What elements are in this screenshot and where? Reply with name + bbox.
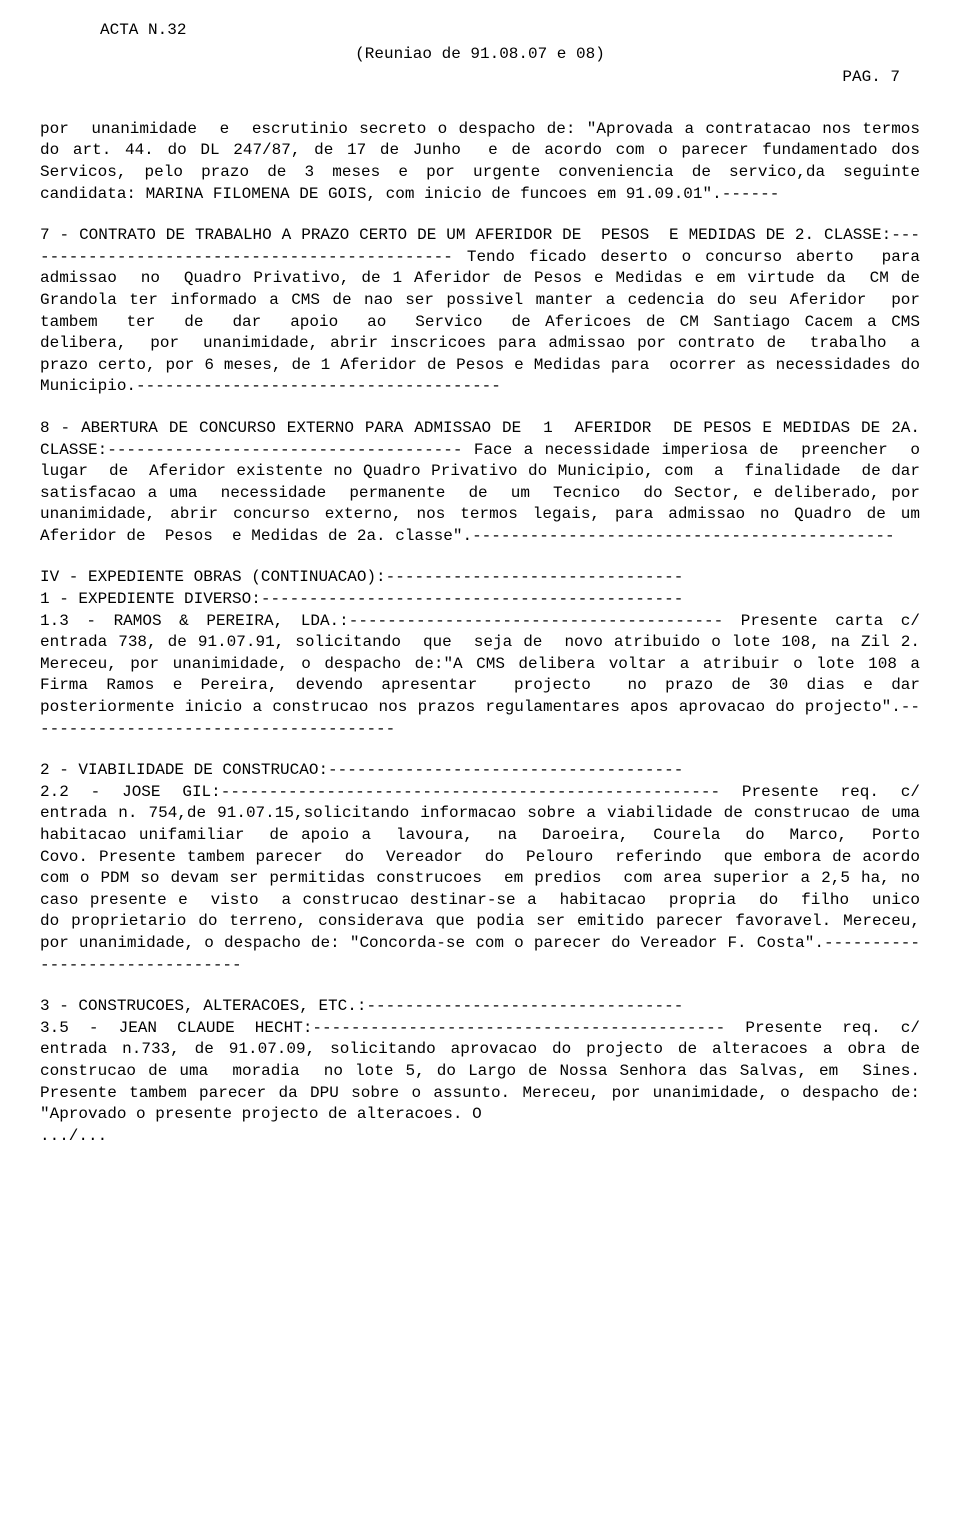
paragraph-item-7: 7 - CONTRATO DE TRABALHO A PRAZO CERTO D… <box>40 225 920 398</box>
meeting-date: (Reuniao de 91.08.07 e 08) <box>40 44 920 66</box>
paragraph-item-8: 8 - ABERTURA DE CONCURSO EXTERNO PARA AD… <box>40 418 920 548</box>
paragraph-intro: por unanimidade e escrutinio secreto o d… <box>40 119 920 205</box>
paragraph-section-iv: IV - EXPEDIENTE OBRAS (CONTINUACAO):----… <box>40 567 920 740</box>
page-number: PAG. 7 <box>40 67 920 89</box>
paragraph-item-3: 3 - CONSTRUCOES, ALTERACOES, ETC.:------… <box>40 996 920 1147</box>
paragraph-item-2: 2 - VIABILIDADE DE CONSTRUCAO:----------… <box>40 760 920 976</box>
acta-number: ACTA N.32 <box>100 20 920 42</box>
